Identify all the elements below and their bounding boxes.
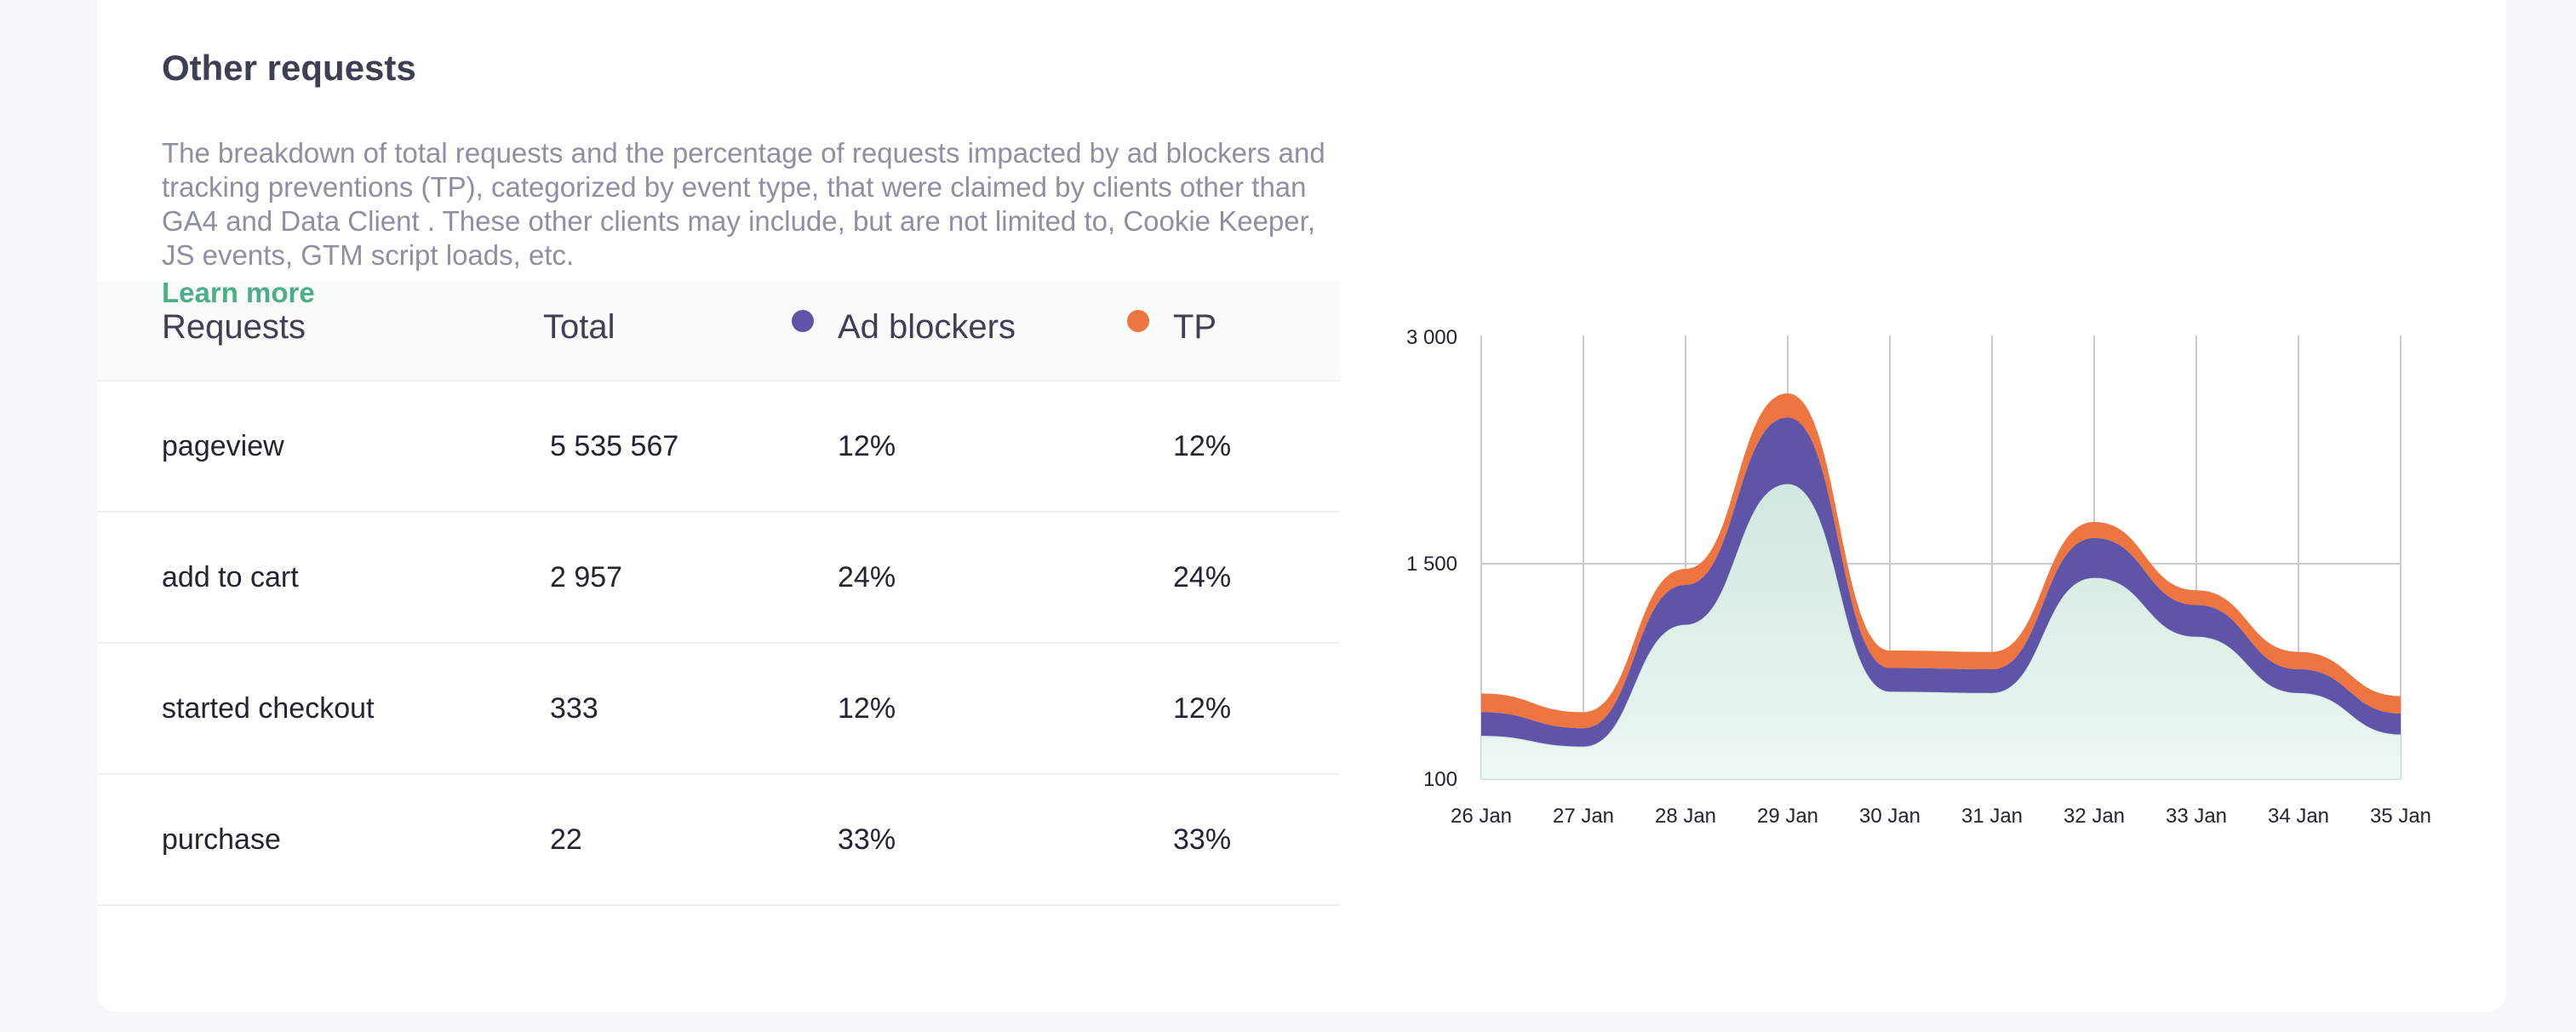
x-tick-label: 33 Jan [2166, 805, 2227, 828]
tp-series-area [1481, 393, 2401, 729]
y-tick-label: 100 [1423, 768, 1457, 791]
requests-area-chart: 26 Jan 27 Jan 28 Jan 29 Jan 30 Jan 31 Jan 32 J… [1406, 326, 2431, 828]
table-row[interactable]: purchase 22 33% 33% [97, 775, 1340, 906]
section-title: Other requests [162, 48, 416, 88]
x-tick-label: 29 Jan [1757, 805, 1818, 828]
x-tick-label: 32 Jan [2064, 805, 2125, 828]
row-request: started checkout [162, 692, 375, 725]
row-ad-blockers: 12% [838, 692, 896, 725]
section-description: The breakdown of total requests and the … [162, 137, 1325, 271]
x-tick-label: 34 Jan [2268, 805, 2329, 828]
y-tick-label: 3 000 [1406, 326, 1457, 349]
header-total: Total [543, 308, 615, 346]
row-ad-blockers: 33% [838, 823, 896, 856]
row-ad-blockers: 12% [838, 430, 896, 462]
row-tp: 33% [1173, 823, 1232, 856]
learn-more-link[interactable]: Learn more [162, 277, 315, 308]
x-tick-label: 35 Jan [2370, 805, 2431, 828]
header-ad-blockers: Ad blockers [838, 308, 1016, 346]
x-tick-label: 31 Jan [1961, 805, 2023, 828]
row-total: 2 957 [550, 561, 623, 593]
x-tick-label: 27 Jan [1553, 805, 1614, 828]
row-tp: 12% [1173, 692, 1232, 725]
row-tp: 24% [1173, 561, 1232, 593]
y-tick-label: 1 500 [1406, 553, 1457, 576]
base-series-area [1480, 484, 2401, 780]
report-card [97, 0, 2506, 1012]
x-tick-label: 30 Jan [1859, 805, 1921, 828]
header-tp: TP [1173, 308, 1217, 346]
table-row[interactable]: add to cart 2 957 24% 24% [97, 513, 1340, 644]
tp-legend-dot [1127, 310, 1149, 332]
row-tp: 12% [1173, 430, 1232, 462]
table-header [97, 281, 1340, 381]
ad-blockers-legend-dot [792, 310, 814, 332]
row-request: add to cart [162, 561, 299, 593]
row-ad-blockers: 24% [838, 561, 896, 593]
row-total: 5 535 567 [550, 430, 679, 462]
header-requests: Requests [162, 308, 306, 346]
table-row[interactable]: started checkout 333 12% 12% [97, 644, 1340, 775]
x-tick-label: 28 Jan [1655, 805, 1716, 828]
ad_blockers-series-area [1481, 417, 2401, 748]
table-row[interactable]: pageview 5 535 567 12% 12% [97, 381, 1340, 513]
x-tick-label: 26 Jan [1451, 805, 1512, 828]
row-total: 333 [550, 692, 598, 725]
row-request: pageview [162, 430, 284, 462]
row-request: purchase [162, 823, 281, 856]
row-total: 22 [550, 823, 582, 856]
